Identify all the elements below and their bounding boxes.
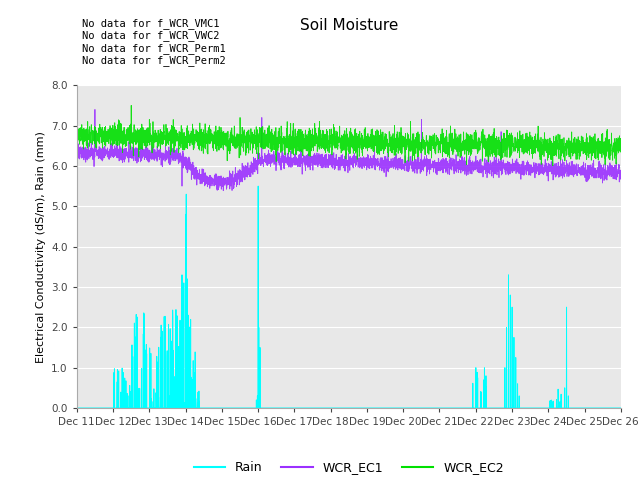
Text: No data for f_WCR_VMC1
No data for f_WCR_VWC2
No data for f_WCR_Perm1
No data fo: No data for f_WCR_VMC1 No data for f_WCR… (82, 18, 226, 66)
Y-axis label: Electrical Conductivity (dS/m), Rain (mm): Electrical Conductivity (dS/m), Rain (mm… (36, 131, 45, 362)
Text: Soil Moisture: Soil Moisture (300, 18, 398, 33)
Legend: Rain, WCR_EC1, WCR_EC2: Rain, WCR_EC1, WCR_EC2 (189, 456, 509, 479)
